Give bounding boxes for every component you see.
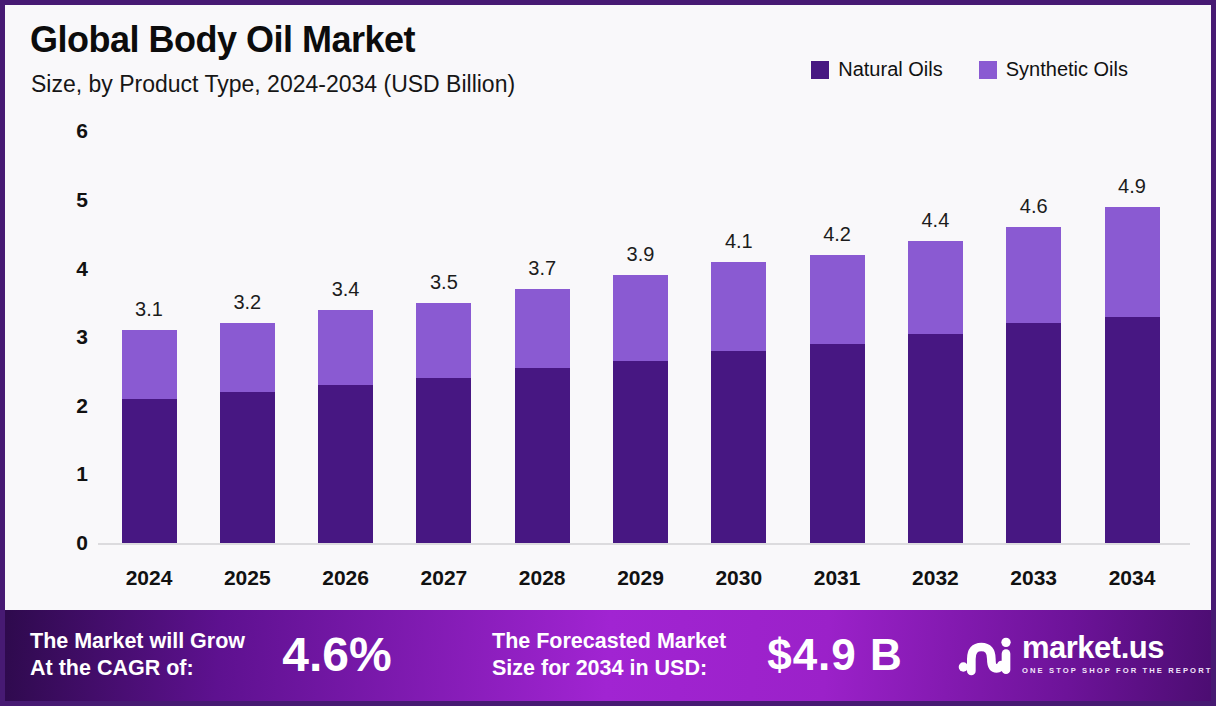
bar-2026-synthetic-oils	[318, 310, 373, 385]
bar-total-label-2032: 4.4	[890, 207, 980, 233]
x-axis-tick-2034: 2034	[1087, 565, 1177, 591]
bar-total-label-2027: 3.5	[399, 269, 489, 295]
y-axis-tick-5: 5	[40, 187, 88, 213]
cagr-label: The Market will Grow At the CAGR of:	[30, 628, 245, 682]
forecast-label-line2: Size for 2034 in USD:	[492, 655, 726, 682]
infographic-page: Global Body Oil Market Size, by Product …	[0, 0, 1216, 706]
forecast-value: $4.9 B	[765, 630, 905, 680]
x-axis-tick-2030: 2030	[694, 565, 784, 591]
bar-total-label-2025: 3.2	[202, 289, 292, 315]
bar-2025-synthetic-oils	[220, 323, 275, 392]
bar-total-label-2028: 3.7	[497, 255, 587, 281]
bar-2033-natural-oils	[1006, 323, 1061, 543]
x-axis-tick-2032: 2032	[890, 565, 980, 591]
x-axis-tick-2026: 2026	[301, 565, 391, 591]
y-axis-tick-2: 2	[40, 393, 88, 419]
x-axis-tick-2029: 2029	[596, 565, 686, 591]
legend-label: Natural Oils	[838, 58, 942, 81]
forecast-label: The Forecasted Market Size for 2034 in U…	[492, 628, 726, 682]
marketus-logo-tagline: ONE STOP SHOP FOR THE REPORTS	[1022, 666, 1216, 675]
bar-2030-natural-oils	[711, 351, 766, 543]
bar-2032-natural-oils	[908, 334, 963, 543]
bottom-banner: The Market will Grow At the CAGR of: 4.6…	[5, 610, 1211, 701]
bar-2027-natural-oils	[416, 378, 471, 543]
bar-total-label-2033: 4.6	[989, 193, 1079, 219]
legend-swatch-natural-oils	[811, 61, 829, 79]
bar-2029-synthetic-oils	[613, 275, 668, 361]
bar-total-label-2030: 4.1	[694, 228, 784, 254]
x-axis-tick-2031: 2031	[792, 565, 882, 591]
bar-2034-synthetic-oils	[1105, 207, 1160, 317]
x-axis-tick-2027: 2027	[399, 565, 489, 591]
marketus-logo-name: market.us	[1022, 632, 1216, 663]
bar-2032-synthetic-oils	[908, 241, 963, 334]
legend-item-natural-oils: Natural Oils	[811, 58, 942, 81]
bar-total-label-2031: 4.2	[792, 221, 882, 247]
bar-total-label-2034: 4.9	[1087, 173, 1177, 199]
page-subtitle: Size, by Product Type, 2024-2034 (USD Bi…	[31, 71, 515, 98]
legend-item-synthetic-oils: Synthetic Oils	[979, 58, 1128, 81]
x-axis-tick-2033: 2033	[989, 565, 1079, 591]
bar-2029-natural-oils	[613, 361, 668, 543]
legend-swatch-synthetic-oils	[979, 61, 997, 79]
bar-2030-synthetic-oils	[711, 262, 766, 351]
y-axis-tick-6: 6	[40, 118, 88, 144]
bar-2033-synthetic-oils	[1006, 227, 1061, 323]
forecast-label-line1: The Forecasted Market	[492, 628, 726, 655]
cagr-value: 4.6%	[277, 627, 397, 682]
bar-2025-natural-oils	[220, 392, 275, 543]
y-axis-tick-0: 0	[40, 530, 88, 556]
marketus-logo-icon	[958, 626, 1014, 688]
legend-label: Synthetic Oils	[1006, 58, 1128, 81]
stacked-bar-chart: 3.1 3.2 3.4 3.5 3.7 3.9 4.1 4.2 4.4 4.6 4.9	[98, 120, 1190, 545]
bar-2027-synthetic-oils	[416, 303, 471, 378]
bar-2028-natural-oils	[515, 368, 570, 543]
y-axis-tick-1: 1	[40, 461, 88, 487]
marketus-logo: market.us ONE STOP SHOP FOR THE REPORTS	[958, 626, 1216, 688]
bar-2026-natural-oils	[318, 385, 373, 543]
bar-2028-synthetic-oils	[515, 289, 570, 368]
x-axis-tick-2028: 2028	[497, 565, 587, 591]
bar-2024-natural-oils	[122, 399, 177, 543]
bar-total-label-2024: 3.1	[104, 296, 194, 322]
y-axis-tick-4: 4	[40, 256, 88, 282]
bar-2031-natural-oils	[810, 344, 865, 543]
bar-2031-synthetic-oils	[810, 255, 865, 344]
bar-total-label-2026: 3.4	[301, 276, 391, 302]
bar-2034-natural-oils	[1105, 317, 1160, 543]
cagr-label-line1: The Market will Grow	[30, 628, 245, 655]
x-axis-tick-2024: 2024	[104, 565, 194, 591]
page-title: Global Body Oil Market	[30, 19, 415, 61]
y-axis-tick-3: 3	[40, 324, 88, 350]
cagr-label-line2: At the CAGR of:	[30, 655, 245, 682]
chart-legend: Natural Oils Synthetic Oils	[811, 58, 1128, 81]
x-axis-tick-2025: 2025	[202, 565, 292, 591]
bar-2024-synthetic-oils	[122, 330, 177, 399]
bar-total-label-2029: 3.9	[596, 241, 686, 267]
